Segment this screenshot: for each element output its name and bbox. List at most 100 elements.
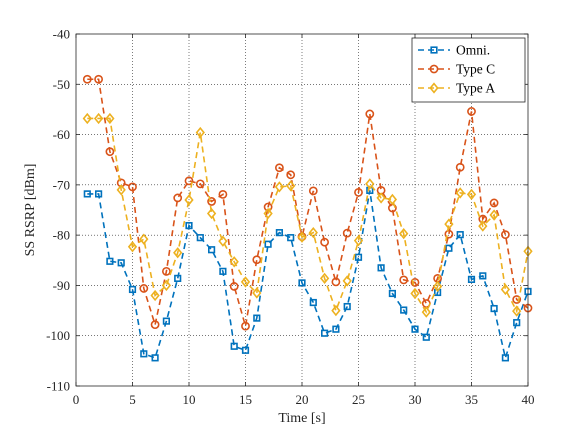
data-point-type-c	[444, 229, 454, 239]
data-point-omni	[456, 231, 464, 239]
y-tick-label: -100	[46, 328, 70, 343]
data-point-omni	[151, 354, 159, 362]
data-point-type-c	[195, 179, 205, 189]
data-point-omni	[275, 229, 284, 237]
series-line-omni	[87, 190, 529, 361]
data-point-omni	[479, 272, 487, 280]
x-tick-label: 25	[352, 392, 365, 407]
data-point-type-a	[331, 304, 341, 317]
data-point-type-c	[274, 163, 284, 173]
data-point-type-a	[116, 184, 126, 196]
x-tick-label: 0	[73, 392, 80, 407]
data-point-type-a	[376, 192, 386, 204]
data-point-type-c	[308, 186, 318, 196]
data-point-omni	[208, 246, 216, 254]
data-point-type-c	[455, 162, 465, 172]
x-tick-label: 40	[522, 392, 535, 407]
data-point-omni	[388, 289, 397, 298]
data-point-omni	[377, 264, 385, 272]
data-point-type-a	[353, 235, 364, 247]
data-point-omni	[513, 319, 521, 327]
data-point-type-c	[184, 176, 194, 186]
data-point-type-a	[139, 233, 149, 245]
y-tick-label: -70	[53, 177, 70, 192]
data-point-type-a	[500, 283, 511, 296]
x-tick-label: 20	[296, 392, 309, 407]
legend-label-type-a: Type A	[456, 81, 495, 96]
y-tick-label: -50	[53, 77, 70, 92]
data-point-type-a	[263, 207, 273, 220]
x-tick-label: 35	[465, 392, 478, 407]
data-point-omni	[241, 346, 250, 354]
data-point-type-c	[218, 190, 228, 199]
data-point-type-c	[150, 320, 160, 330]
data-point-omni	[298, 279, 306, 287]
data-point-type-a	[105, 112, 115, 125]
data-point-omni	[411, 325, 419, 333]
data-point-type-a	[466, 188, 477, 201]
data-point-omni	[230, 342, 238, 350]
data-point-type-a	[342, 275, 352, 287]
legend-label-omni: Omni.	[456, 43, 490, 58]
y-tick-label: -80	[53, 228, 70, 243]
data-point-type-a	[252, 287, 262, 299]
series-line-type-c	[87, 78, 529, 328]
data-point-type-a	[195, 126, 205, 139]
data-point-type-c	[354, 187, 363, 197]
data-point-type-a	[387, 193, 398, 206]
data-point-type-a	[365, 178, 375, 190]
data-point-type-c	[241, 321, 250, 331]
data-point-omni	[343, 302, 351, 311]
legend-marker-type-c	[429, 64, 439, 74]
legend-marker-omni	[430, 46, 438, 54]
data-point-type-a	[240, 276, 251, 288]
data-point-type-c	[82, 74, 92, 84]
data-point-type-c	[512, 295, 522, 304]
data-point-type-c	[139, 284, 149, 293]
data-point-omni	[162, 317, 171, 325]
data-point-type-a	[399, 227, 409, 240]
data-point-omni	[354, 253, 363, 261]
y-tick-label: -60	[53, 127, 70, 142]
data-point-type-c	[410, 278, 420, 287]
data-point-omni	[501, 354, 510, 362]
data-point-type-a	[82, 112, 92, 125]
data-point-type-a	[478, 220, 488, 232]
data-point-omni	[422, 333, 430, 341]
data-point-type-a	[410, 287, 420, 300]
data-point-type-a	[93, 112, 104, 125]
data-point-omni	[490, 304, 498, 313]
y-tick-label: -90	[53, 278, 70, 293]
data-point-omni	[400, 306, 408, 314]
data-point-type-a	[512, 305, 522, 317]
data-point-type-c	[128, 182, 137, 192]
data-point-type-a	[432, 280, 443, 293]
y-tick-label: -110	[47, 379, 70, 394]
data-point-type-c	[161, 266, 171, 276]
data-point-omni	[140, 350, 148, 358]
data-point-type-c	[467, 107, 476, 116]
data-point-type-a	[127, 241, 138, 253]
data-point-type-a	[184, 194, 194, 206]
legend-label-type-c: Type C	[456, 62, 495, 77]
x-tick-label: 10	[183, 392, 196, 407]
data-point-type-a	[421, 306, 431, 318]
data-point-omni	[219, 267, 227, 275]
data-point-type-a	[286, 180, 296, 192]
data-point-type-a	[229, 256, 239, 268]
data-point-type-c	[105, 147, 115, 157]
data-point-type-c	[500, 230, 510, 240]
data-point-omni	[467, 275, 476, 283]
y-tick-label: -40	[53, 27, 70, 42]
data-point-type-c	[286, 170, 296, 180]
data-point-type-c	[94, 74, 103, 84]
data-point-type-c	[399, 275, 409, 285]
data-point-type-c	[365, 109, 375, 119]
data-point-omni	[332, 325, 340, 333]
data-point-type-c	[320, 237, 329, 247]
data-point-type-c	[489, 198, 499, 208]
data-point-type-a	[319, 272, 330, 285]
x-axis-title: Time [s]	[278, 411, 325, 426]
x-tick-label: 30	[409, 392, 422, 407]
